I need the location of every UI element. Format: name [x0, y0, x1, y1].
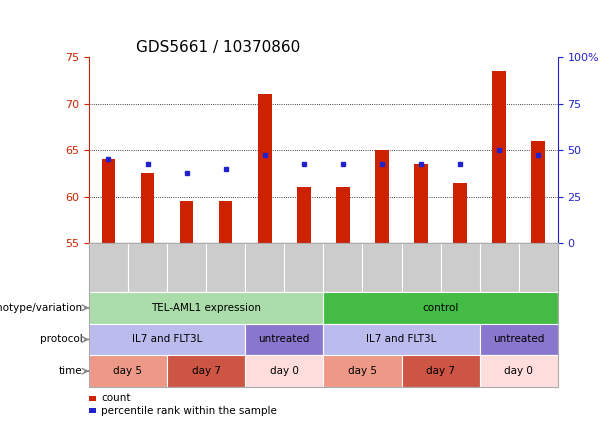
- Bar: [245, 243, 284, 292]
- Polygon shape: [84, 338, 89, 341]
- Bar: [245, 324, 324, 355]
- Bar: [402, 355, 480, 387]
- Bar: [284, 243, 324, 292]
- Bar: [336, 187, 350, 243]
- Bar: [89, 243, 558, 387]
- Bar: [102, 159, 115, 243]
- Text: genotype/variation: genotype/variation: [0, 303, 83, 313]
- Bar: [89, 408, 96, 413]
- Bar: [402, 243, 441, 292]
- Text: day 5: day 5: [348, 366, 377, 376]
- Bar: [324, 324, 480, 355]
- Bar: [206, 243, 245, 292]
- Bar: [324, 292, 558, 324]
- Text: IL7 and FLT3L: IL7 and FLT3L: [132, 335, 202, 344]
- Text: day 5: day 5: [113, 366, 142, 376]
- Bar: [480, 243, 519, 292]
- Polygon shape: [84, 306, 89, 310]
- Text: count: count: [101, 393, 131, 403]
- Bar: [89, 355, 167, 387]
- Text: day 7: day 7: [192, 366, 221, 376]
- Bar: [140, 173, 154, 243]
- Text: control: control: [422, 303, 459, 313]
- Bar: [89, 396, 96, 401]
- Text: TEL-AML1 expression: TEL-AML1 expression: [151, 303, 261, 313]
- Polygon shape: [84, 370, 89, 373]
- Bar: [258, 94, 272, 243]
- Text: IL7 and FLT3L: IL7 and FLT3L: [367, 335, 436, 344]
- Bar: [324, 243, 362, 292]
- Bar: [180, 201, 194, 243]
- Bar: [89, 243, 128, 292]
- Bar: [480, 355, 558, 387]
- Bar: [519, 243, 558, 292]
- Bar: [89, 292, 324, 324]
- Bar: [375, 150, 389, 243]
- Bar: [531, 141, 545, 243]
- Text: protocol: protocol: [40, 335, 83, 344]
- Text: day 0: day 0: [270, 366, 299, 376]
- Text: time: time: [59, 366, 83, 376]
- Text: untreated: untreated: [493, 335, 544, 344]
- Bar: [167, 355, 245, 387]
- Bar: [219, 201, 232, 243]
- Text: day 7: day 7: [426, 366, 455, 376]
- Text: GDS5661 / 10370860: GDS5661 / 10370860: [135, 39, 300, 55]
- Bar: [362, 243, 402, 292]
- Bar: [441, 243, 480, 292]
- Bar: [89, 324, 245, 355]
- Bar: [414, 164, 428, 243]
- Text: percentile rank within the sample: percentile rank within the sample: [101, 406, 277, 416]
- Bar: [492, 71, 506, 243]
- Bar: [167, 243, 206, 292]
- Text: day 0: day 0: [504, 366, 533, 376]
- Bar: [297, 187, 311, 243]
- Bar: [324, 355, 402, 387]
- Text: untreated: untreated: [259, 335, 310, 344]
- Bar: [453, 183, 467, 243]
- Bar: [480, 324, 558, 355]
- Bar: [128, 243, 167, 292]
- Bar: [245, 355, 324, 387]
